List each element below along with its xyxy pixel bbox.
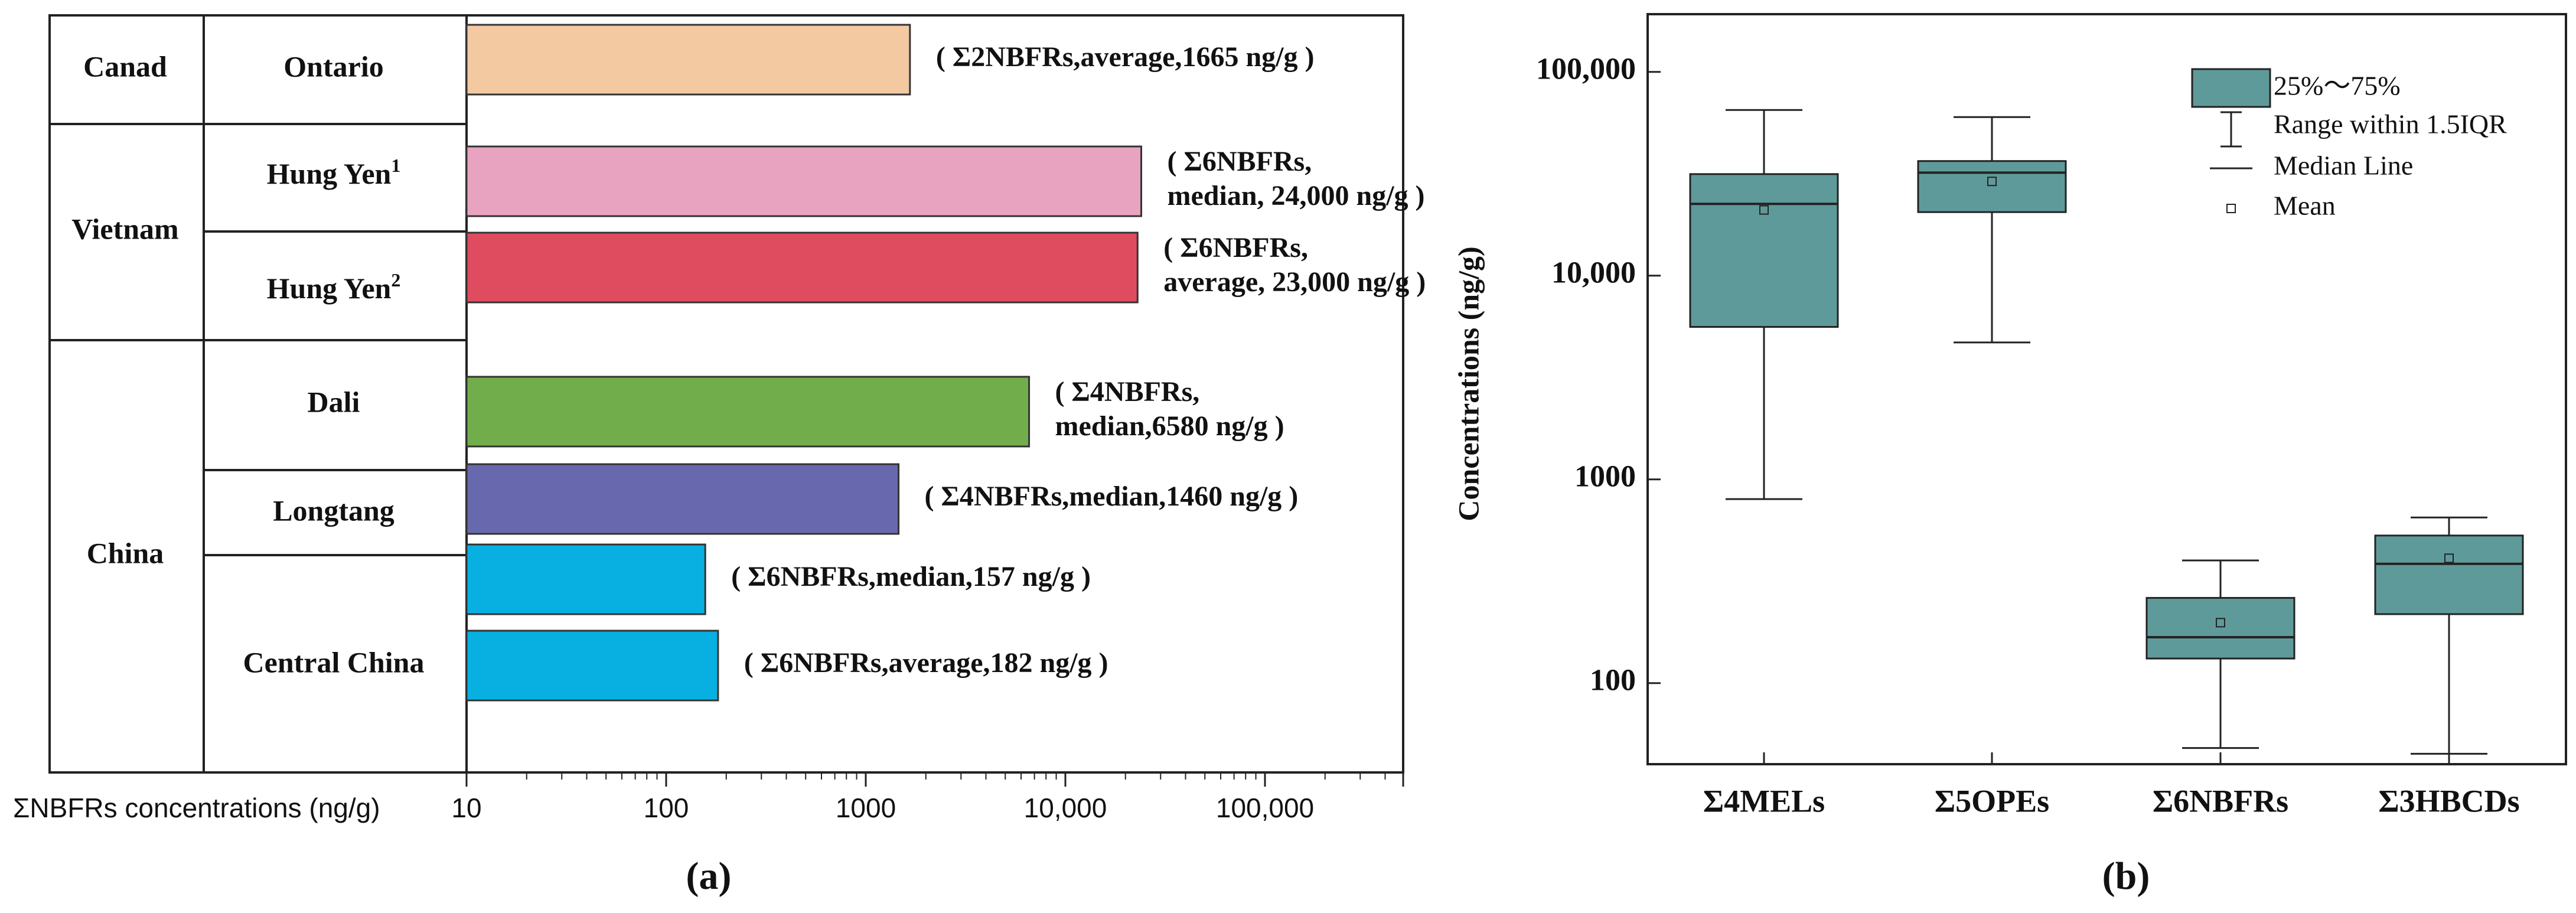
x-tick-label: Σ4MELs [1703, 783, 1825, 819]
y-tick-label: 10,000 [1551, 256, 1636, 290]
bar-series [465, 24, 1143, 702]
region-label-hung-yen-1: Hung Yen1 [267, 155, 401, 190]
region-label-hung-yen-2: Hung Yen2 [267, 269, 401, 305]
panel-label-b: (b) [2102, 855, 2150, 898]
country-label-vietnam: Vietnam [71, 212, 178, 245]
panel-a-bar-chart: Canad Vietnam China Ontario Hung Yen1 Hu… [13, 14, 1426, 898]
panel-b-frame [1646, 13, 2567, 765]
x-tick-label: Σ5OPEs [1935, 783, 2049, 819]
legend-median-label: Median Line [2274, 151, 2413, 181]
region-label-dali: Dali [308, 385, 360, 418]
y-axis-ticks: 100 1000 10,000 100,000 [1536, 53, 1661, 697]
iqr-box [2374, 534, 2524, 615]
x-axis-label: ΣNBFRs concentrations (ng/g) [13, 793, 380, 823]
legend-range-symbol [2220, 111, 2242, 148]
bar-data-label: ( Σ4NBFRs, [1055, 376, 1200, 407]
bar [465, 24, 911, 96]
mean-marker [2444, 553, 2454, 563]
y-tick-label: 100 [1590, 664, 1636, 697]
country-label-canada: Canad [83, 50, 167, 83]
legend-box-label: 25%～75% [2274, 71, 2401, 101]
region-label-central-china: Central China [243, 645, 425, 679]
bar-labels: ( Σ2NBFRs,average,1665 ng/g )( Σ6NBFRs,m… [731, 41, 1426, 679]
iqr-box [2145, 596, 2295, 660]
mean-marker [1759, 205, 1769, 215]
bar [465, 543, 706, 615]
bar [465, 145, 1143, 217]
bar-data-label: ( Σ6NBFRs,average,182 ng/g ) [744, 647, 1108, 679]
bar-data-label: median, 24,000 ng/g ) [1168, 180, 1425, 211]
bar-data-label: ( Σ6NBFRs, [1163, 232, 1308, 263]
superscript: 1 [391, 155, 400, 176]
y-tick-label: 100,000 [1536, 53, 1636, 86]
legend-range-label: Range within 1.5IQR [2274, 109, 2507, 139]
superscript: 2 [391, 269, 400, 291]
x-axis-ticks: 10 100 1000 10,000 100,000 [451, 771, 1404, 823]
panel-b-box-plot: 100 1000 10,000 100,000 Σ4MELs Σ5OPEs Σ6NBFRs… [1452, 13, 2567, 898]
x-axis-ticks: Σ4MELs Σ5OPEs Σ6NBFRs Σ3HBCDs [1703, 752, 2520, 819]
box-series [1689, 109, 2524, 755]
bar [465, 376, 1031, 448]
country-label-china: China [87, 536, 164, 569]
legend-mean-label: Mean [2274, 191, 2336, 221]
bar-data-label: ( Σ6NBFRs,median,157 ng/g ) [731, 561, 1091, 592]
mean-marker [1987, 177, 1997, 187]
bar-data-label: average, 23,000 ng/g ) [1163, 266, 1426, 298]
bar-data-label: median,6580 ng/g ) [1055, 410, 1284, 442]
bar [465, 463, 900, 535]
x-tick-label: 100,000 [1216, 793, 1314, 823]
legend-mean-symbol [2226, 204, 2236, 213]
x-tick-label: 10 [451, 793, 481, 823]
bar [465, 630, 719, 702]
bar-data-label: ( Σ6NBFRs, [1168, 146, 1312, 177]
x-tick-label: Σ3HBCDs [2378, 783, 2519, 819]
bar-data-label: ( Σ4NBFRs,median,1460 ng/g ) [925, 481, 1299, 512]
mean-marker [2216, 618, 2225, 628]
x-tick-label: 1000 [836, 793, 896, 823]
bar [465, 231, 1139, 304]
region-label-ontario: Ontario [283, 50, 383, 83]
x-tick-label: 10,000 [1024, 793, 1107, 823]
x-tick-label: 100 [644, 793, 689, 823]
y-axis-label: Concentrations (ng/g) [1452, 246, 1485, 521]
iqr-box [1917, 160, 2067, 213]
region-label-longtang: Longtang [273, 494, 394, 527]
x-tick-label: Σ6NBFRs [2153, 783, 2288, 819]
iqr-box [1689, 173, 1839, 328]
y-tick-label: 1000 [1574, 460, 1636, 494]
legend-box-swatch [2191, 68, 2271, 108]
panel-label-a: (a) [686, 855, 732, 898]
legend: 25%～75% Range within 1.5IQR Median Line … [2191, 68, 2507, 221]
bar-data-label: ( Σ2NBFRs,average,1665 ng/g ) [936, 41, 1315, 73]
